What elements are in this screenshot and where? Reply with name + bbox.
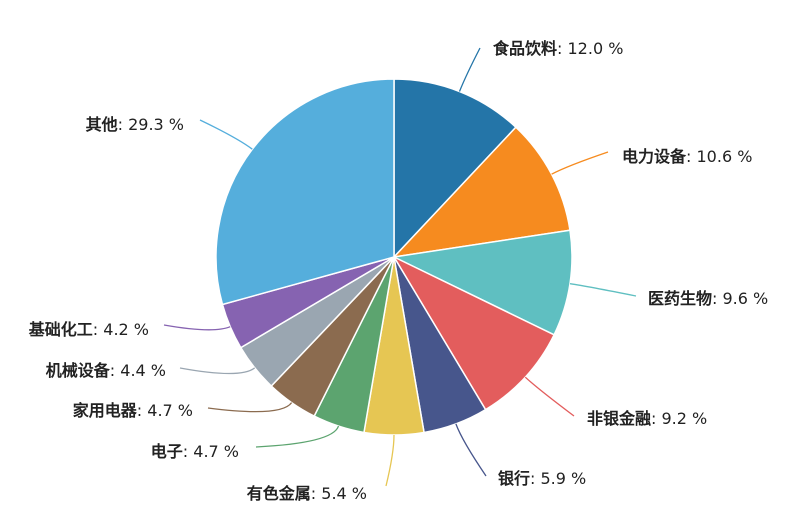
leader-line	[455, 423, 487, 477]
leader-line	[163, 324, 231, 331]
slice-label-value: : 29.3 %	[118, 115, 184, 134]
leader-line	[569, 283, 637, 297]
leader-lines	[163, 47, 637, 487]
leader-line	[458, 47, 481, 92]
slice-label: 基础化工: 4.2 %	[28, 320, 149, 339]
slice-label-name: 电力设备	[622, 147, 687, 166]
pie-slice[interactable]	[391, 126, 571, 259]
slice-label: 机械设备: 4.4 %	[46, 361, 166, 380]
pie-slice[interactable]	[391, 229, 573, 336]
pie-slices	[215, 78, 573, 436]
slice-label: 银行: 5.9 %	[498, 469, 586, 488]
leader-line	[199, 119, 253, 150]
slice-label-name: 机械设备	[46, 361, 111, 380]
slice-label: 医药生物: 9.6 %	[648, 289, 768, 308]
slice-label-name: 家用电器	[73, 401, 138, 420]
slice-label: 食品饮料: 12.0 %	[492, 39, 623, 58]
slice-label-value: : 4.7 %	[137, 401, 193, 420]
leader-line	[524, 376, 575, 417]
leader-line	[551, 151, 609, 175]
slice-label-value: : 10.6 %	[686, 147, 752, 166]
leader-line	[207, 402, 293, 413]
leader-line	[179, 367, 256, 375]
slice-label: 非银金融: 9.2 %	[587, 409, 707, 428]
slice-label-name: 食品饮料	[492, 39, 557, 58]
leader-line	[255, 425, 340, 448]
slice-label-value: : 12.0 %	[557, 39, 623, 58]
pie-slice[interactable]	[392, 255, 556, 411]
slice-label-value: : 4.7 %	[183, 442, 239, 461]
slice-label-name: 有色金属	[247, 484, 311, 503]
slice-label-value: : 4.2 %	[93, 320, 149, 339]
slice-label-name: 银行	[498, 469, 530, 488]
slice-label-name: 电子	[151, 442, 183, 461]
slice-label-value: : 4.4 %	[110, 361, 166, 380]
leader-line	[385, 434, 395, 487]
slice-label-name: 医药生物	[648, 289, 712, 308]
slice-label: 电子: 4.7 %	[151, 442, 239, 461]
slice-label: 家用电器: 4.7 %	[73, 401, 193, 420]
slice-label: 电力设备: 10.6 %	[622, 147, 752, 166]
slice-labels: 食品饮料: 12.0 % 电力设备: 10.6 % 医药生物: 9.6 % 非银金融:…	[28, 39, 768, 503]
slice-label-value: : 5.4 %	[311, 484, 367, 503]
slice-label-value: : 5.9 %	[530, 469, 586, 488]
slice-label: 有色金属: 5.4 %	[247, 484, 367, 503]
pie-slice[interactable]	[215, 78, 395, 306]
slice-label-name: 非银金融	[587, 409, 651, 428]
slice-label-value: : 9.2 %	[651, 409, 707, 428]
slice-label: 其他: 29.3 %	[86, 115, 184, 134]
slice-label-name: 其他	[86, 115, 118, 134]
slice-label-name: 基础化工	[28, 320, 93, 339]
slice-label-value: : 9.6 %	[712, 289, 768, 308]
pie-slice[interactable]	[393, 78, 517, 259]
